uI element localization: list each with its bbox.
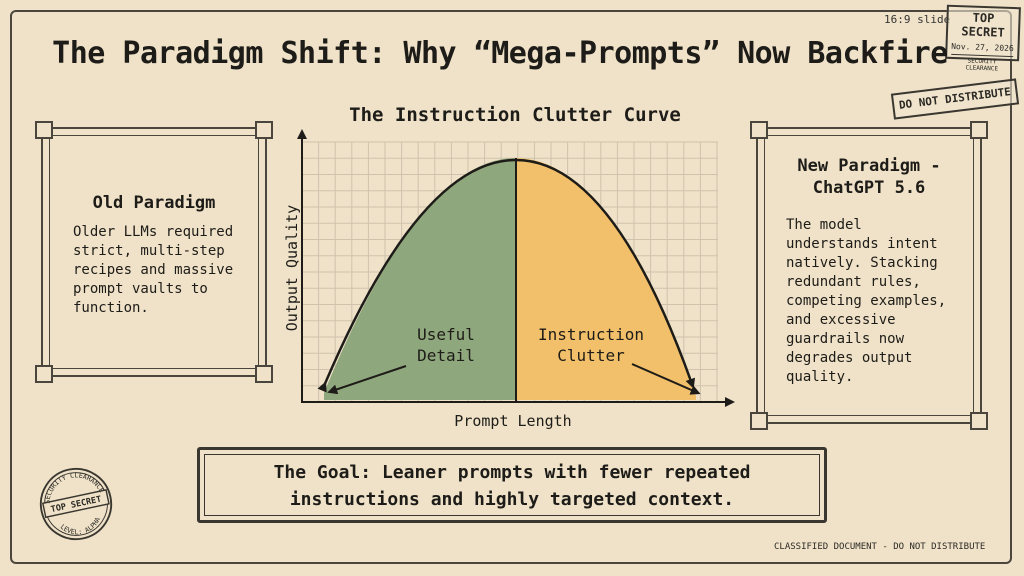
quality-curve xyxy=(317,158,696,393)
panel-corner-ornament xyxy=(255,365,273,383)
old-paradigm-panel: Old Paradigm Older LLMs required strict,… xyxy=(35,121,273,383)
seal-band xyxy=(41,489,110,519)
panel-inner-border xyxy=(49,135,259,369)
useful-detail-label-line1: Useful xyxy=(417,325,475,344)
goal-line1: The Goal: Leaner prompts with fewer repe… xyxy=(273,462,751,483)
goal-box: The Goal: Leaner prompts with fewer repe… xyxy=(197,447,827,523)
x-axis-label: Prompt Length xyxy=(454,412,571,430)
panel-corner-ornament xyxy=(970,121,988,139)
panel-corner-ornament xyxy=(750,412,768,430)
panel-corner-ornament xyxy=(750,121,768,139)
slide-tag: 16:9 slide xyxy=(884,13,951,26)
new-paradigm-panel: New Paradigm - ChatGPT 5.6 The model und… xyxy=(750,121,988,430)
old-paradigm-heading: Old Paradigm xyxy=(92,193,216,213)
instruction-clutter-label-line1: Instruction xyxy=(538,325,644,344)
instruction-clutter-region xyxy=(516,158,696,400)
useful-detail-arrow xyxy=(327,365,407,395)
slide-frame xyxy=(10,10,1012,564)
goal-box-inner-border xyxy=(204,454,820,516)
security-clearance-seal: SECURITY CLEARANCE TOP SECRET LEVEL: ALP… xyxy=(38,465,113,541)
seal-outer-ring xyxy=(39,467,113,541)
panel-inner-border xyxy=(764,135,974,416)
chart-title: The Instruction Clutter Curve xyxy=(349,104,681,126)
y-axis-label: Output Quality xyxy=(283,205,301,331)
instruction-clutter-label-line2: Clutter xyxy=(557,346,625,365)
new-paradigm-heading: New Paradigm - ChatGPT 5.6 xyxy=(756,155,982,199)
panel-corner-ornament xyxy=(970,412,988,430)
clutter-curve-diagram: Useful Detail Instruction Clutter Prompt… xyxy=(283,129,735,430)
panel-corner-ornament xyxy=(255,121,273,139)
panel-outer-border xyxy=(756,127,982,424)
new-paradigm-body: The model understands intent natively. S… xyxy=(786,217,947,385)
goal-line2: instructions and highly targeted context… xyxy=(289,489,735,510)
slide-title: The Paradigm Shift: Why “Mega-Prompts” N… xyxy=(52,36,948,71)
useful-detail-label-line2: Detail xyxy=(417,346,475,365)
instruction-clutter-arrow xyxy=(631,363,701,395)
old-paradigm-body: Older LLMs required strict, multi-step r… xyxy=(73,224,234,316)
useful-detail-region xyxy=(324,158,516,400)
new-paradigm-heading-line1: New Paradigm - xyxy=(797,156,941,176)
new-paradigm-heading-line2: ChatGPT 5.6 xyxy=(812,178,926,198)
panel-outer-border xyxy=(41,127,267,377)
panel-corner-ornament xyxy=(35,365,53,383)
footer-classification: CLASSIFIED DOCUMENT - DO NOT DISTRIBUTE xyxy=(774,542,986,552)
panel-corner-ornament xyxy=(35,121,53,139)
